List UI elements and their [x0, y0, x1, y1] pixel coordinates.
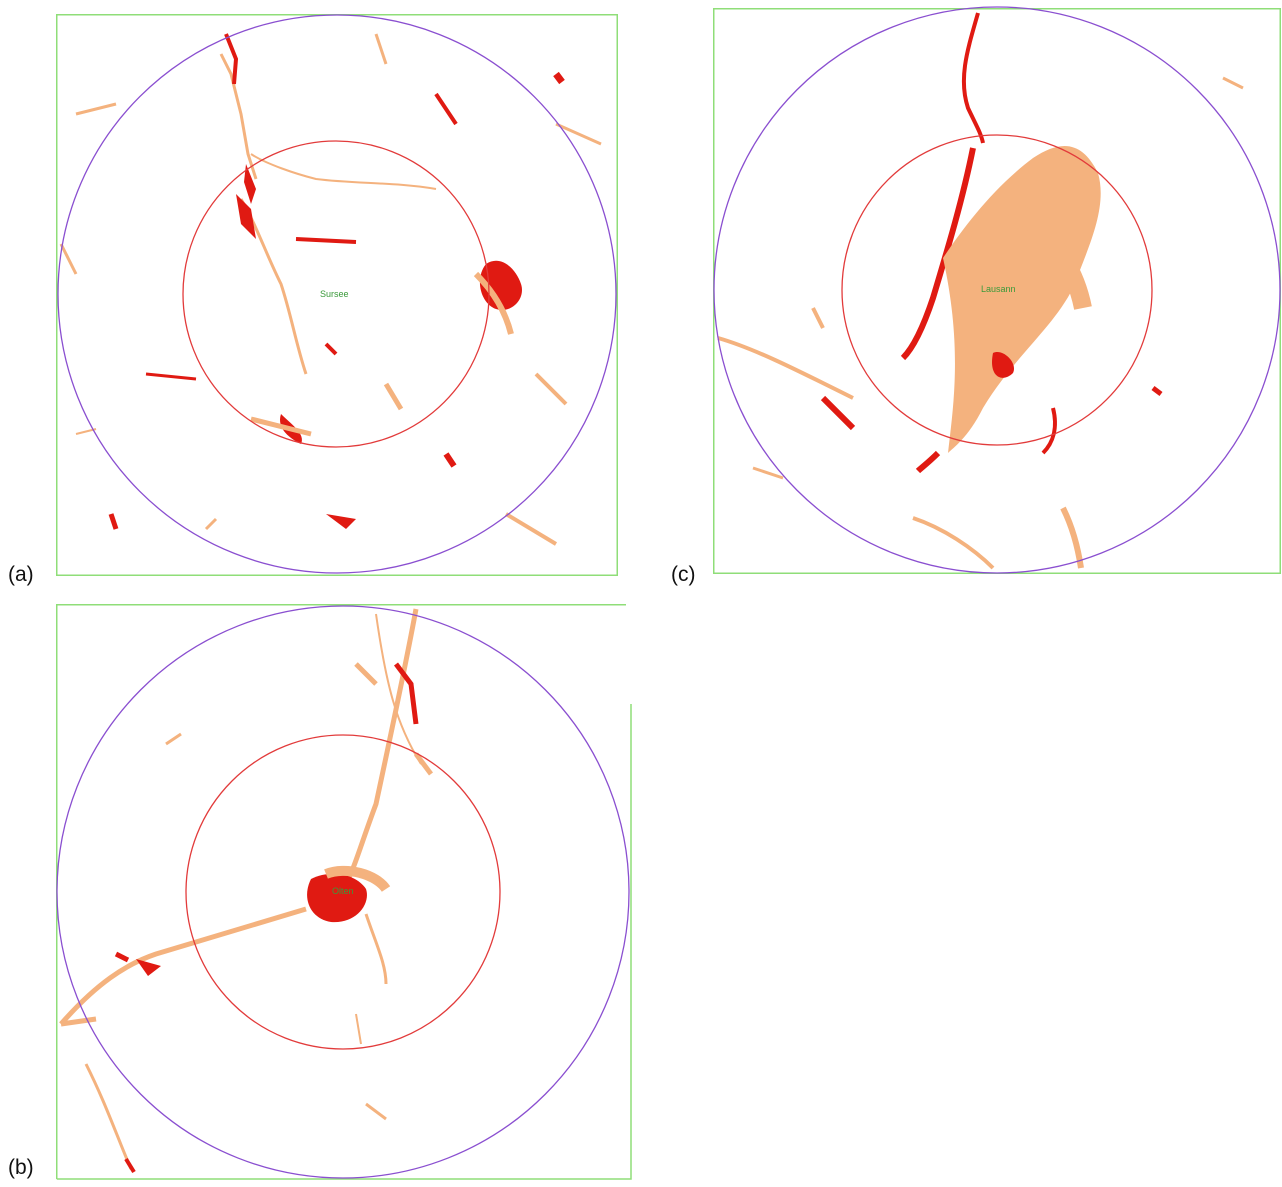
city-label: Olten [332, 886, 354, 896]
inner-buffer-circle [182, 140, 490, 448]
map-b-svg: Olten [56, 604, 632, 1180]
city-label: Lausann [981, 284, 1016, 294]
map-c-svg: Lausann [713, 6, 1281, 574]
map-panel-b: Olten [56, 604, 632, 1180]
outer-buffer-circle [56, 605, 630, 1179]
map-a-svg: Sursee [56, 14, 618, 576]
inner-buffer-circle [185, 734, 501, 1050]
panel-label-c: (c) [671, 563, 696, 586]
urban-patches [59, 608, 433, 1174]
map-frame-lower [56, 704, 632, 1180]
outer-buffer-circle [713, 6, 1281, 574]
inner-buffer-circle [841, 134, 1153, 446]
outer-buffer-circle [57, 14, 617, 574]
map-panel-c: Lausann [713, 6, 1281, 574]
panel-label-a: (a) [8, 563, 34, 586]
urban-patches [59, 33, 602, 546]
map-frame [56, 604, 626, 1179]
map-panel-a: Sursee [56, 14, 618, 576]
panel-label-b: (b) [8, 1156, 34, 1179]
urban-patches [717, 12, 1244, 570]
city-label: Sursee [320, 289, 349, 299]
